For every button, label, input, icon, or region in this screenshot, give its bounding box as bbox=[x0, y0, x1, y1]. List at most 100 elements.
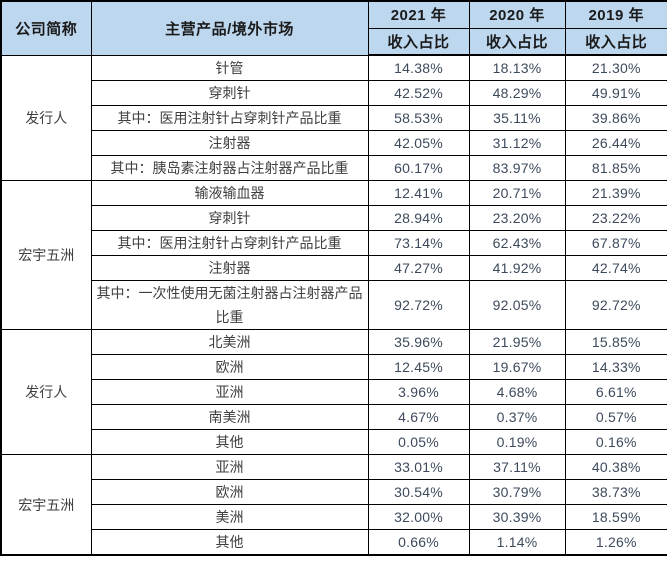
table-row: 注射器 47.27% 41.92% 42.74% bbox=[1, 255, 667, 281]
company-group-cell: 发行人 bbox=[0, 54, 92, 181]
revenue-share-value: 14.33% bbox=[564, 354, 667, 380]
table-row: 穿刺针 42.52% 48.29% 49.91% bbox=[1, 80, 667, 106]
table-row: 欧洲 30.54% 30.79% 38.73% bbox=[1, 479, 667, 505]
revenue-share-value: 40.38% bbox=[564, 454, 667, 480]
revenue-share-value: 81.85% bbox=[564, 155, 667, 181]
header-row-years: 公司简称 主营产品/境外市场 2021 年 2020 年 2019 年 bbox=[0, 0, 667, 56]
revenue-share-value: 0.16% bbox=[564, 429, 667, 455]
table-row: 其他 0.66% 1.14% 1.26% bbox=[1, 529, 667, 556]
row-label: 其中：胰岛素注射器占注射器产品比重 bbox=[90, 155, 369, 181]
row-label: 其中：医用注射针占穿刺针产品比重 bbox=[90, 105, 369, 131]
header-year-2021: 2021 年 bbox=[367, 0, 470, 29]
table-row: 其他 0.05% 0.19% 0.16% bbox=[1, 429, 667, 455]
revenue-share-value: 1.14% bbox=[468, 529, 566, 556]
header-company-abbreviation: 公司简称 bbox=[0, 0, 92, 56]
revenue-share-value: 1.26% bbox=[564, 529, 667, 556]
table-body: 发行人 针管 14.38% 18.13% 21.30% 穿刺针 42.52% 48.29% 49… bbox=[0, 54, 667, 556]
revenue-share-table: 公司简称 主营产品/境外市场 2021 年 2020 年 2019 年 收入占比… bbox=[0, 0, 667, 556]
revenue-share-value: 21.39% bbox=[564, 180, 667, 206]
revenue-share-value: 41.92% bbox=[468, 255, 566, 281]
revenue-share-value: 58.53% bbox=[367, 105, 470, 131]
revenue-share-value: 67.87% bbox=[564, 230, 667, 256]
revenue-share-value: 62.43% bbox=[468, 230, 566, 256]
table-row: 其中：医用注射针占穿刺针产品比重 73.14% 62.43% 67.87% bbox=[1, 230, 667, 256]
revenue-share-value: 48.29% bbox=[468, 80, 566, 106]
company-group-cell: 宏宇五洲 bbox=[0, 180, 92, 330]
revenue-share-value: 33.01% bbox=[367, 454, 470, 480]
header-revenue-share-2020: 收入占比 bbox=[468, 27, 566, 56]
table-row: 欧洲 12.45% 19.67% 14.33% bbox=[1, 354, 667, 380]
revenue-share-value: 18.59% bbox=[564, 504, 667, 530]
table-row: 其中：医用注射针占穿刺针产品比重 58.53% 35.11% 39.86% bbox=[1, 105, 667, 131]
revenue-share-value: 0.57% bbox=[564, 404, 667, 430]
document-table-container: 公司简称 主营产品/境外市场 2021 年 2020 年 2019 年 收入占比… bbox=[0, 0, 667, 556]
row-label: 穿刺针 bbox=[90, 205, 369, 231]
revenue-share-value: 73.14% bbox=[367, 230, 470, 256]
row-label: 北美洲 bbox=[90, 329, 369, 355]
revenue-share-value: 4.67% bbox=[367, 404, 470, 430]
row-label: 注射器 bbox=[90, 130, 369, 156]
table-row: 宏宇五洲 亚洲 33.01% 37.11% 40.38% bbox=[0, 454, 667, 556]
revenue-share-value: 42.52% bbox=[367, 80, 470, 106]
revenue-share-value: 0.66% bbox=[367, 529, 470, 556]
row-label: 穿刺针 bbox=[90, 80, 369, 106]
row-label: 其中：医用注射针占穿刺针产品比重 bbox=[90, 230, 369, 256]
revenue-share-value: 4.68% bbox=[468, 379, 566, 405]
header-year-2019: 2019 年 bbox=[564, 0, 667, 29]
revenue-share-value: 28.94% bbox=[367, 205, 470, 231]
revenue-share-value: 30.54% bbox=[367, 479, 470, 505]
revenue-share-value: 35.11% bbox=[468, 105, 566, 131]
revenue-share-value: 0.05% bbox=[367, 429, 470, 455]
table-row: 亚洲 3.96% 4.68% 6.61% bbox=[1, 379, 667, 405]
revenue-share-value: 12.41% bbox=[367, 180, 470, 206]
revenue-share-value: 47.27% bbox=[367, 255, 470, 281]
revenue-share-value: 42.05% bbox=[367, 130, 470, 156]
row-label: 南美洲 bbox=[90, 404, 369, 430]
row-label: 其中：一次性使用无菌注射器占注射器产品比重 bbox=[90, 280, 369, 330]
table-row: 其中：胰岛素注射器占注射器产品比重 60.17% 83.97% 81.85% bbox=[1, 155, 667, 181]
revenue-share-value: 18.13% bbox=[468, 54, 566, 81]
row-label: 美洲 bbox=[90, 504, 369, 530]
revenue-share-value: 92.72% bbox=[367, 280, 470, 330]
revenue-share-value: 35.96% bbox=[367, 329, 470, 355]
table-header: 公司简称 主营产品/境外市场 2021 年 2020 年 2019 年 收入占比… bbox=[0, 0, 667, 56]
revenue-share-value: 21.30% bbox=[564, 54, 667, 81]
table-row: 其中：一次性使用无菌注射器占注射器产品比重 92.72% 92.05% 92.72% bbox=[1, 280, 667, 330]
revenue-share-value: 83.97% bbox=[468, 155, 566, 181]
revenue-share-value: 20.71% bbox=[468, 180, 566, 206]
table-row: 宏宇五洲 输液输血器 12.41% 20.71% 21.39% bbox=[0, 180, 667, 330]
header-main-products-overseas-markets: 主营产品/境外市场 bbox=[90, 0, 369, 56]
header-row-revenue-share: 收入占比 收入占比 收入占比 bbox=[1, 27, 667, 56]
company-group-cell: 宏宇五洲 bbox=[0, 454, 92, 556]
revenue-share-value: 60.17% bbox=[367, 155, 470, 181]
revenue-share-value: 21.95% bbox=[468, 329, 566, 355]
row-label: 其他 bbox=[90, 429, 369, 455]
revenue-share-value: 49.91% bbox=[564, 80, 667, 106]
company-group-cell: 发行人 bbox=[0, 329, 92, 455]
revenue-share-value: 92.05% bbox=[468, 280, 566, 330]
row-label: 亚洲 bbox=[90, 379, 369, 405]
revenue-share-value: 31.12% bbox=[468, 130, 566, 156]
row-label: 注射器 bbox=[90, 255, 369, 281]
revenue-share-value: 42.74% bbox=[564, 255, 667, 281]
revenue-share-value: 32.00% bbox=[367, 504, 470, 530]
row-label: 输液输血器 bbox=[90, 180, 369, 206]
revenue-share-value: 0.19% bbox=[468, 429, 566, 455]
revenue-share-value: 6.61% bbox=[564, 379, 667, 405]
revenue-share-value: 15.85% bbox=[564, 329, 667, 355]
table-row: 注射器 42.05% 31.12% 26.44% bbox=[1, 130, 667, 156]
revenue-share-value: 14.38% bbox=[367, 54, 470, 81]
revenue-share-value: 38.73% bbox=[564, 479, 667, 505]
revenue-share-value: 39.86% bbox=[564, 105, 667, 131]
revenue-share-value: 19.67% bbox=[468, 354, 566, 380]
table-row: 发行人 北美洲 35.96% 21.95% 15.85% bbox=[0, 329, 667, 455]
row-label: 针管 bbox=[90, 54, 369, 81]
row-label: 欧洲 bbox=[90, 354, 369, 380]
row-label: 欧洲 bbox=[90, 479, 369, 505]
revenue-share-value: 26.44% bbox=[564, 130, 667, 156]
revenue-share-value: 37.11% bbox=[468, 454, 566, 480]
table-row: 美洲 32.00% 30.39% 18.59% bbox=[1, 504, 667, 530]
revenue-share-value: 23.20% bbox=[468, 205, 566, 231]
header-revenue-share-2019: 收入占比 bbox=[564, 27, 667, 56]
header-revenue-share-2021: 收入占比 bbox=[367, 27, 470, 56]
